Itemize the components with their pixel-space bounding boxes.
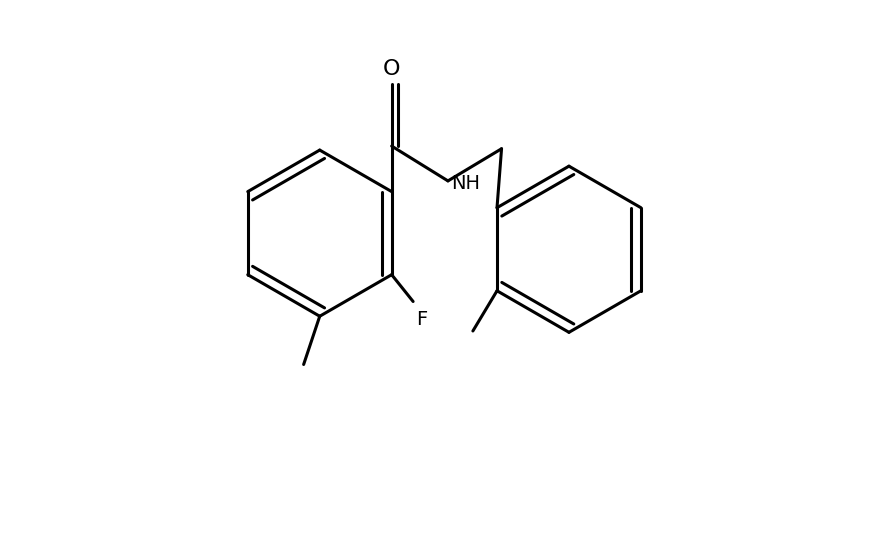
Text: NH: NH [451, 174, 479, 193]
Text: O: O [383, 59, 400, 79]
Text: F: F [416, 310, 427, 329]
